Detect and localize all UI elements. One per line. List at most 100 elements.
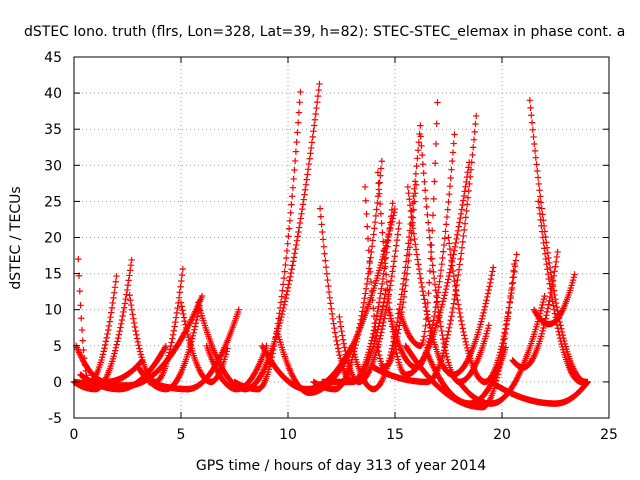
data-point	[325, 282, 332, 290]
data-point	[259, 369, 266, 376]
data-point	[349, 345, 357, 352]
data-point	[161, 344, 169, 351]
data-point	[446, 182, 454, 190]
data-point	[311, 122, 318, 129]
data-point	[483, 297, 490, 304]
data-point	[405, 330, 412, 337]
data-point	[300, 196, 307, 203]
data-point	[80, 346, 87, 354]
data-point	[451, 131, 458, 138]
data-point	[397, 296, 405, 303]
data-point	[78, 326, 86, 334]
data-point	[291, 166, 298, 174]
arc-series-35	[445, 234, 520, 386]
data-point	[496, 349, 504, 356]
data-point	[431, 178, 438, 185]
data-point	[443, 221, 450, 228]
data-point	[435, 308, 442, 316]
data-point	[166, 349, 173, 356]
data-point	[297, 88, 304, 96]
data-point	[408, 213, 415, 221]
data-point	[113, 272, 120, 280]
data-point	[346, 349, 353, 357]
data-point	[331, 325, 338, 332]
data-point	[330, 320, 337, 327]
data-point	[313, 104, 320, 112]
data-point	[339, 336, 347, 343]
data-point	[291, 157, 299, 165]
data-point	[470, 136, 478, 143]
data-point	[316, 80, 323, 88]
data-point	[444, 331, 451, 339]
data-point	[378, 378, 385, 385]
data-point	[353, 338, 360, 346]
data-point	[338, 327, 345, 335]
data-point	[327, 300, 334, 307]
y-tick-label: 20	[44, 231, 62, 247]
data-point	[175, 294, 183, 301]
data-point	[537, 216, 544, 224]
data-point	[106, 318, 113, 325]
data-point	[369, 296, 376, 304]
data-point	[181, 317, 188, 325]
data-point	[446, 320, 454, 328]
data-point	[489, 268, 496, 275]
data-point	[269, 350, 276, 357]
data-point	[444, 279, 451, 286]
data-point	[328, 305, 335, 312]
data-point	[183, 324, 190, 332]
data-point	[379, 306, 386, 313]
data-point	[259, 342, 266, 349]
data-point	[282, 294, 289, 302]
data-point	[463, 207, 470, 215]
data-point	[306, 155, 313, 162]
data-point	[457, 210, 465, 218]
data-point	[456, 219, 463, 226]
data-point	[443, 353, 451, 361]
data-point	[583, 378, 591, 386]
data-point	[364, 223, 371, 230]
data-point	[292, 245, 299, 253]
data-point	[540, 239, 547, 247]
data-point	[436, 309, 444, 316]
data-point	[503, 317, 511, 324]
data-point	[488, 272, 495, 279]
data-point	[448, 313, 455, 320]
data-point	[460, 192, 468, 200]
data-point	[333, 337, 340, 345]
data-point	[322, 257, 329, 264]
data-point	[173, 309, 181, 317]
data-point	[551, 310, 559, 317]
data-point	[460, 232, 467, 240]
data-point	[355, 328, 362, 335]
data-point	[294, 129, 301, 136]
data-point	[276, 304, 284, 312]
x-tick-label: 10	[279, 427, 297, 443]
data-point	[299, 205, 306, 213]
data-point	[379, 229, 386, 236]
y-tick-label: 25	[44, 194, 62, 210]
data-point	[423, 203, 430, 211]
x-tick-label: 15	[386, 427, 404, 443]
data-point	[378, 220, 385, 227]
data-point	[467, 166, 475, 173]
data-point	[419, 358, 426, 366]
data-point	[198, 292, 206, 300]
data-point	[402, 264, 409, 271]
data-point	[114, 338, 121, 345]
data-point	[389, 200, 396, 207]
data-point	[465, 187, 472, 195]
data-point	[437, 267, 445, 274]
data-point	[454, 296, 461, 304]
data-point	[377, 210, 385, 217]
data-point	[433, 120, 440, 127]
data-point	[371, 320, 378, 327]
data-point	[537, 307, 545, 314]
data-point	[168, 339, 175, 346]
data-point	[375, 348, 382, 355]
data-point	[463, 358, 471, 365]
data-point	[543, 312, 550, 319]
data-point	[285, 225, 293, 232]
data-point	[466, 180, 473, 188]
data-point	[82, 367, 89, 375]
